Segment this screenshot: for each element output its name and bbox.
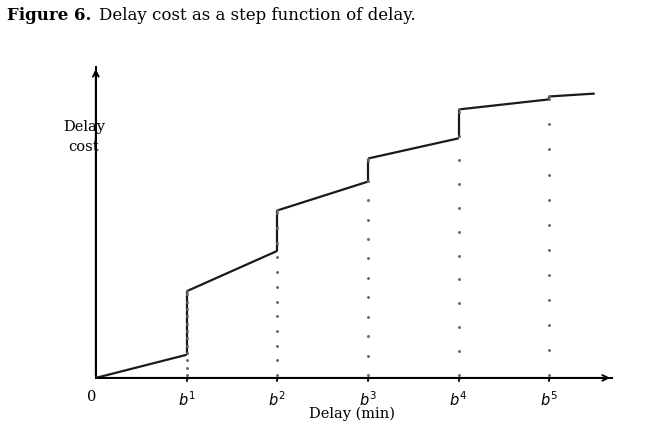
Text: Delay: Delay	[63, 120, 105, 134]
Text: $b^4$: $b^4$	[449, 390, 468, 409]
Text: $b^5$: $b^5$	[541, 390, 558, 409]
Text: Figure 6.: Figure 6.	[7, 7, 91, 24]
Text: Delay cost as a step function of delay.: Delay cost as a step function of delay.	[78, 7, 416, 24]
Text: cost: cost	[68, 140, 99, 154]
Text: Delay (min): Delay (min)	[309, 407, 395, 421]
Text: 0: 0	[87, 390, 96, 404]
Text: $b^2$: $b^2$	[269, 390, 286, 409]
Text: $b^3$: $b^3$	[359, 390, 377, 409]
Text: $b^1$: $b^1$	[177, 390, 196, 409]
